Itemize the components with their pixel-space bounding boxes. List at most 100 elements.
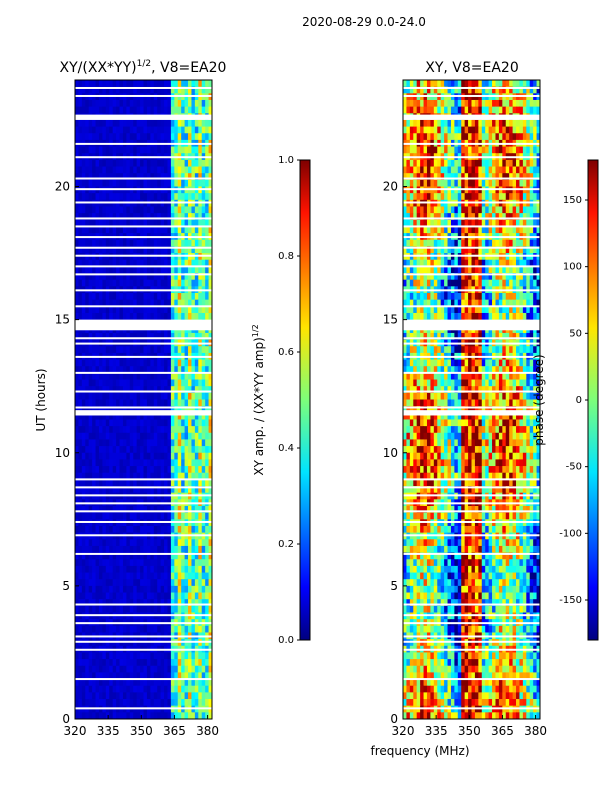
left-heat-cell	[198, 392, 203, 400]
left-heat-cell	[188, 585, 192, 594]
left-heat-cell	[194, 559, 199, 567]
left-heat-cell	[75, 259, 79, 267]
left-heat-cell	[143, 472, 148, 480]
right-heat-cell	[492, 239, 496, 247]
left-heat-cell	[85, 146, 90, 154]
left-heat-cell	[188, 412, 192, 420]
left-heat-cell	[88, 599, 93, 607]
right-heat-cell	[461, 106, 466, 114]
left-heat-cell	[146, 659, 151, 667]
right-heat-cell	[440, 246, 445, 254]
left-heat-cell	[153, 592, 158, 600]
left-heat-cell	[184, 299, 189, 307]
left-heat-cell	[78, 392, 83, 400]
right-heat-cell	[478, 193, 483, 201]
left-heat-cell	[129, 379, 134, 387]
left-panel-title: XY/(XX*YY)1/2, V8=EA20	[60, 59, 227, 76]
left-heat-cell	[119, 106, 124, 114]
left-heat-cell	[188, 679, 192, 687]
left-heat-cell	[150, 399, 155, 407]
left-heat-cell	[157, 279, 162, 287]
left-heat-cell	[88, 99, 93, 108]
left-heat-cell	[160, 672, 165, 680]
left-heat-cell	[177, 166, 182, 174]
left-heat-cell	[129, 386, 134, 394]
left-heat-cell	[205, 599, 210, 607]
right-heat-cell	[409, 213, 414, 221]
left-heat-cell	[150, 585, 155, 594]
left-heat-cell	[92, 366, 97, 374]
right-heat-cell	[492, 226, 496, 234]
left-heat-cell	[126, 213, 131, 221]
left-heat-cell	[201, 659, 206, 667]
left-heat-cell	[177, 406, 182, 414]
left-heat-cell	[170, 219, 175, 227]
right-heat-cell	[519, 179, 524, 187]
right-heat-cell	[478, 239, 483, 247]
right-heat-cell	[416, 219, 421, 227]
left-heat-cell	[122, 565, 127, 574]
left-heat-cell	[122, 665, 127, 673]
left-heat-cell	[122, 399, 127, 407]
left-heat-cell	[92, 119, 97, 128]
left-heat-cell	[188, 293, 192, 301]
left-heat-cell	[201, 312, 206, 321]
left-heat-cell	[157, 406, 162, 414]
left-heat-cell	[105, 266, 110, 274]
left-heat-cell	[122, 659, 127, 667]
left-heat-cell	[78, 80, 83, 88]
left-heat-cell	[146, 359, 151, 367]
left-heat-cell	[112, 685, 117, 693]
left-heat-cell	[184, 126, 189, 134]
left-heat-cell	[95, 605, 100, 613]
left-heat-cell	[129, 399, 134, 407]
left-heat-cell	[177, 126, 182, 134]
left-heat-cell	[153, 126, 158, 134]
left-heat-cell	[112, 406, 117, 414]
right-heat-cell	[492, 179, 496, 187]
left-heat-cell	[164, 213, 168, 221]
left-heat-cell	[122, 685, 127, 693]
left-heat-cell	[109, 459, 114, 467]
left-heat-cell	[85, 173, 90, 181]
left-heat-cell	[92, 512, 97, 520]
left-heat-cell	[85, 426, 90, 434]
left-heat-cell	[81, 685, 86, 693]
left-heat-cell	[133, 372, 138, 381]
right-heat-cell	[505, 126, 510, 134]
left-heat-cell	[136, 539, 141, 547]
left-heat-cell	[160, 512, 165, 520]
left-heat-cell	[177, 572, 182, 580]
left-heat-cell	[81, 665, 86, 673]
left-heat-cell	[150, 372, 155, 381]
left-heat-cell	[143, 699, 148, 707]
left-heat-cell	[102, 506, 107, 514]
left-heat-cell	[136, 472, 141, 480]
left-heat-cell	[136, 166, 141, 174]
left-heat-cell	[109, 106, 114, 114]
left-heat-cell	[75, 525, 79, 534]
left-heat-cell	[191, 386, 196, 394]
left-heat-cell	[112, 193, 117, 201]
left-heat-cell	[119, 506, 124, 514]
left-heat-cell	[140, 346, 144, 354]
left-heat-cell	[98, 206, 103, 214]
left-heat-cell	[109, 525, 114, 534]
left-heat-cell	[170, 293, 175, 301]
right-heat-cell	[430, 80, 435, 88]
right-heat-cell	[498, 213, 503, 221]
right-heat-cell	[526, 80, 531, 88]
left-heat-cell	[126, 552, 131, 560]
left-heat-cell	[126, 525, 131, 534]
left-heat-cell	[98, 685, 103, 693]
left-heat-cell	[133, 392, 138, 400]
left-heat-cell	[194, 119, 199, 128]
left-heat-cell	[133, 299, 138, 307]
right-heat-cell	[457, 193, 462, 201]
left-heat-cell	[109, 672, 114, 680]
left-heat-cell	[205, 699, 210, 707]
left-heat-cell	[78, 679, 83, 687]
right-heat-cell	[444, 119, 449, 128]
left-heat-cell	[105, 126, 110, 134]
right-heat-cell	[512, 173, 517, 181]
